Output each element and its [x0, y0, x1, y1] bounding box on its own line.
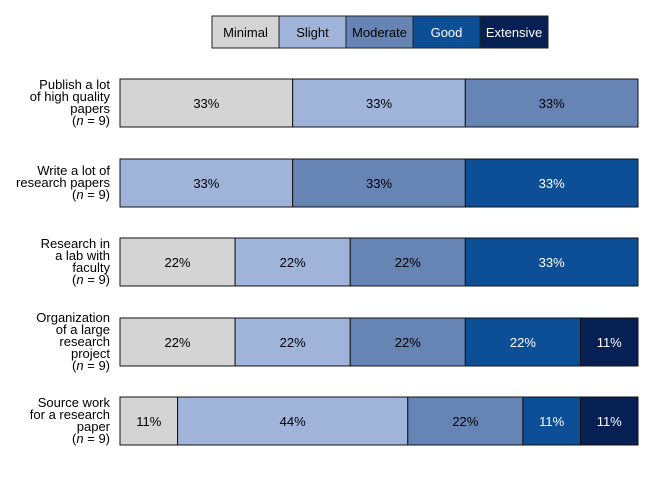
legend-swatch-extensive [479, 15, 549, 49]
legend-label-good: Good [431, 25, 463, 40]
bar-segment-minimal [119, 317, 236, 367]
legend-swatch-moderate [345, 15, 414, 49]
legend-label-minimal: Minimal [223, 25, 268, 40]
data-label: 44% [280, 414, 306, 429]
data-label: 22% [165, 335, 191, 350]
category-label-line: of a large [56, 322, 110, 337]
data-label: 22% [395, 255, 421, 270]
bar-segment-minimal [119, 396, 179, 446]
data-label: 33% [193, 176, 219, 191]
category-label-line: research [59, 334, 110, 349]
category-label-line: for a research [30, 407, 110, 422]
data-label: 22% [280, 335, 306, 350]
bar-segment-extensive [579, 396, 639, 446]
bar-segment-moderate [407, 396, 524, 446]
legend-label-moderate: Moderate [352, 25, 407, 40]
bar-segment-good [464, 158, 639, 208]
category-n-label: (n = 9) [72, 187, 110, 202]
data-label: 22% [395, 335, 421, 350]
legend-swatch-slight [278, 15, 347, 49]
data-label: 22% [452, 414, 478, 429]
data-label: 11% [597, 335, 622, 350]
data-label: 33% [539, 176, 565, 191]
category-label-line: faculty [72, 260, 110, 275]
bar-segment-moderate [349, 317, 466, 367]
category-label-line: Write a lot of [37, 163, 110, 178]
bar-segment-minimal [119, 237, 236, 287]
category-n-label: (n = 9) [72, 113, 110, 128]
data-label: 33% [193, 96, 219, 111]
bar-segment-minimal [119, 78, 294, 128]
legend-label-slight: Slight [296, 25, 329, 40]
data-label: 11% [597, 414, 622, 429]
data-label: 22% [510, 335, 536, 350]
legend: Minimal Slight Moderate Good Extensive [211, 15, 549, 49]
category-label-line: Organization [36, 310, 110, 325]
legend-label-extensive: Extensive [486, 25, 542, 40]
category-label-line: Publish a lot [39, 77, 110, 92]
data-label: 33% [366, 176, 392, 191]
bar-segment-slight [177, 396, 409, 446]
data-label: 22% [280, 255, 306, 270]
bar-segment-slight [234, 237, 351, 287]
category-label-line: project [71, 346, 110, 361]
category-label-line: Source work [38, 395, 111, 410]
category-label-line: of high quality [30, 89, 111, 104]
category-label-line: paper [77, 419, 111, 434]
bar-segment-extensive [579, 317, 639, 367]
category-label-line: papers [70, 101, 110, 116]
data-label: 11% [539, 414, 564, 429]
category-n-label: (n = 9) [72, 358, 110, 373]
category-label-line: a lab with [55, 248, 110, 263]
bar-segment-good [464, 237, 639, 287]
bar-segment-slight [119, 158, 294, 208]
data-label: 22% [165, 255, 191, 270]
category-n-label: (n = 9) [72, 272, 110, 287]
bar-row: 22% 22% 22% 33% Research ina lab withfaculty… [41, 236, 639, 287]
data-label: 33% [366, 96, 392, 111]
legend-swatch-minimal [211, 15, 280, 49]
bar-segment-slight [234, 317, 351, 367]
bar-segment-slight [292, 78, 466, 128]
data-label: 11% [136, 414, 161, 429]
bar-segment-moderate [464, 78, 639, 128]
category-label-line: research papers [16, 175, 110, 190]
category-n-label: (n = 9) [72, 431, 110, 446]
data-label: 33% [539, 255, 565, 270]
data-label: 33% [539, 96, 565, 111]
bar-segment-moderate [292, 158, 466, 208]
category-label-line: Research in [41, 236, 110, 251]
